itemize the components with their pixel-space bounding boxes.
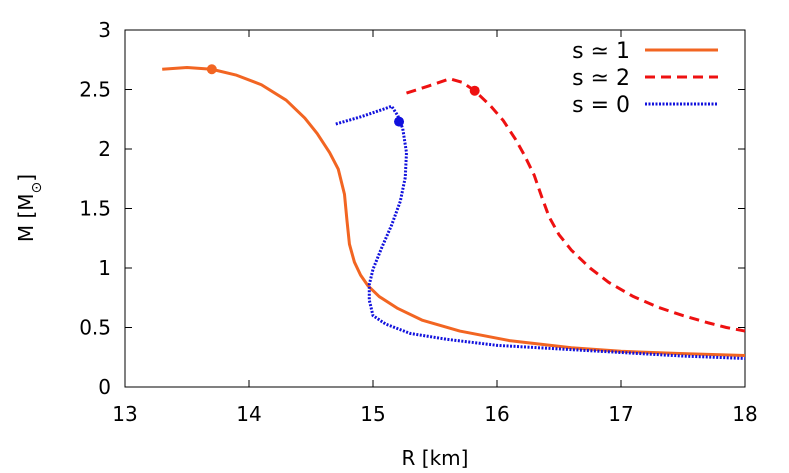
series-line-2 <box>406 77 746 333</box>
legend-label-2: s ≃ 2 <box>572 66 630 91</box>
legend-layer: s ≃ 1s ≃ 2s = 0 <box>572 39 718 118</box>
x-tick-label: 16 <box>484 402 509 426</box>
y-tick-label: 0.5 <box>79 316 111 340</box>
plot-frame-layer <box>124 29 746 388</box>
legend-label-1: s ≃ 1 <box>572 39 630 64</box>
series-line-1 <box>162 65 746 357</box>
y-axis-label: M [M⊙] <box>14 174 45 242</box>
y-axis-label-close: ] <box>14 174 38 182</box>
series-line-3 <box>335 104 746 360</box>
y-tick-label: 1 <box>98 256 111 280</box>
y-tick-label: 2 <box>98 137 111 161</box>
x-tick-label: 17 <box>608 402 633 426</box>
series-marker-3 <box>394 116 405 127</box>
labels-layer: R [km] M [M⊙] <box>14 174 468 470</box>
y-tick-label: 1.5 <box>79 197 111 221</box>
x-tick-label: 13 <box>112 402 137 426</box>
plot-frame <box>124 29 746 388</box>
x-tick-label: 18 <box>732 402 757 426</box>
y-tick-label: 2.5 <box>79 78 111 102</box>
series-marker-1 <box>206 64 217 75</box>
series-marker-2 <box>469 85 480 96</box>
series-layer <box>162 64 746 360</box>
y-tick-label: 0 <box>98 375 111 399</box>
x-tick-label: 14 <box>236 402 261 426</box>
y-axis-label-main: M [M <box>14 193 38 242</box>
ticks-layer: 13 14 15 16 17 18 0 0.5 1 1.5 2 2.5 3 <box>79 18 758 426</box>
x-axis-label: R [km] <box>402 446 469 470</box>
x-tick-label: 15 <box>360 402 385 426</box>
legend-label-3: s = 0 <box>572 93 630 118</box>
y-axis-label-sub: ⊙ <box>29 182 45 194</box>
y-tick-label: 3 <box>98 18 111 42</box>
